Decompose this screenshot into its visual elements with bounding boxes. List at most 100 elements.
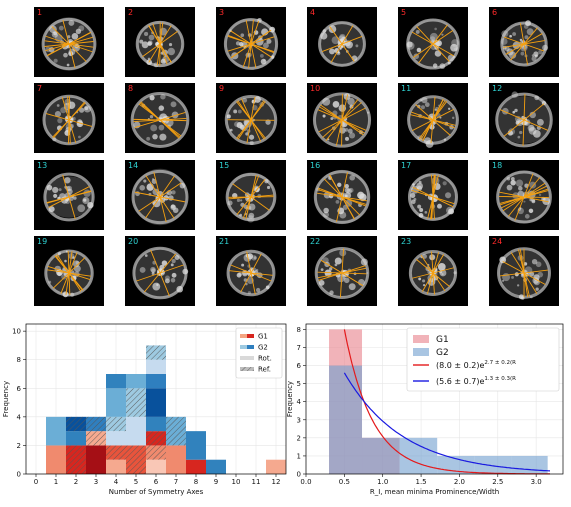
remnant-image: [223, 18, 279, 70]
histogram-bar-g2: [399, 437, 438, 474]
histogram-bar-segment: [106, 388, 126, 417]
remnant-image: [313, 169, 371, 225]
remnant-thumbnail: 3: [216, 7, 286, 77]
remnant-number-label: 22: [310, 237, 321, 246]
legend-swatch: [413, 348, 429, 356]
remnant-thumbnail: 24: [489, 236, 559, 306]
remnant-number-label: 18: [492, 161, 503, 170]
x-tick-label: 11: [252, 478, 261, 486]
remnant-thumbnail: 16: [307, 160, 377, 230]
plot-frame: [305, 323, 564, 475]
legend-label: Rot.: [258, 355, 272, 363]
remnant-thumbnail: 6: [489, 7, 559, 77]
histogram-bar-segment: [166, 445, 186, 474]
histogram-bar-segment: [186, 459, 206, 474]
remnant-thumbnail: 23: [398, 236, 468, 306]
symmetry-axis-line: [48, 186, 90, 208]
symmetry-axis-line: [522, 94, 526, 146]
symmetry-axis-line: [138, 182, 182, 212]
ref-hatch: [126, 388, 146, 417]
remnant-image: [406, 18, 460, 70]
remnant-image-grid: 1 2 3 4 5 6 7 8 9 10 11 12 13 14 15 16 17 18 19 20 21 22 23 24: [34, 7, 559, 306]
remnant-thumbnail: 8: [125, 83, 195, 153]
legend-swatch: [413, 335, 429, 343]
x-tick-label: 6: [154, 478, 159, 486]
symmetry-axis-line: [237, 100, 265, 140]
remnant-image: [41, 17, 97, 71]
y-tick-label: 0: [297, 471, 301, 479]
x-axis-label: Number of Symmetry Axes: [109, 488, 204, 496]
symmetry-axis-line: [47, 269, 91, 277]
remnant-number-label: 10: [310, 84, 321, 93]
histogram-bar-segment: [146, 388, 166, 417]
symmetry-axis-line: [316, 192, 368, 202]
remnant-number-label: 20: [128, 237, 139, 246]
histogram-bar-segment: [126, 374, 146, 389]
y-tick-label: 10: [12, 328, 21, 336]
remnant-number-label: 23: [401, 237, 412, 246]
y-tick-label: 3: [297, 416, 301, 424]
remnant-number-label: 2: [128, 8, 134, 17]
remnant-number-label: 1: [37, 8, 43, 17]
symmetry-axis-line: [62, 20, 76, 68]
y-tick-label: 8: [17, 356, 21, 364]
x-tick-label: 10: [232, 478, 241, 486]
remnant-thumbnail: 17: [398, 160, 468, 230]
x-tick-label: 0: [34, 478, 38, 486]
legend-box: [406, 327, 560, 392]
x-tick-label: 0.0: [300, 478, 311, 486]
remnant-image: [496, 170, 552, 224]
symmetry-axis-line: [430, 174, 436, 220]
symmetry-axis-line: [227, 35, 275, 53]
remnant-image: [130, 92, 190, 148]
legend-label: G1: [436, 335, 449, 345]
remnant-number-label: 16: [310, 161, 321, 170]
histogram-bar-segment: [66, 431, 86, 446]
remnant-thumbnail: 13: [34, 160, 104, 230]
symmetry-axis-line: [143, 253, 177, 293]
histogram-bar-segment: [266, 459, 286, 474]
remnant-number-label: 6: [492, 8, 498, 17]
remnant-image: [407, 95, 459, 148]
remnant-number-label: 17: [401, 161, 412, 170]
y-tick-label: 1: [297, 452, 301, 460]
remnant-number-label: 5: [401, 8, 407, 17]
y-tick-label: 6: [17, 385, 22, 393]
remnant-image: [408, 250, 458, 296]
remnant-image: [314, 247, 370, 299]
remnant-thumbnail: 18: [489, 160, 559, 230]
histogram-bar-segment: [206, 459, 226, 474]
legend-swatch: [240, 356, 254, 360]
x-tick-label: 2.5: [492, 478, 503, 486]
symmetry-axis-line: [329, 26, 355, 62]
remnant-image: [224, 95, 278, 146]
y-tick-label: 4: [17, 413, 22, 421]
x-tick-label: 3: [94, 478, 98, 486]
symmetry-axis-line: [52, 102, 86, 138]
remnant-thumbnail: 14: [125, 160, 195, 230]
histogram-bar-segment: [126, 416, 146, 446]
x-tick-label: 7: [174, 478, 178, 486]
remnant-image: [131, 168, 189, 226]
legend-label: G1: [258, 333, 268, 341]
symmetry-axis-line: [138, 103, 182, 137]
histogram-bar-segment: [146, 359, 166, 374]
remnant-thumbnail: 1: [34, 7, 104, 77]
remnant-number-label: 21: [219, 237, 230, 246]
remnant-image: [495, 91, 553, 148]
x-tick-label: 1.0: [377, 478, 388, 486]
remnant-number-label: 7: [37, 84, 43, 93]
remnant-image: [44, 249, 94, 298]
remnant-thumbnail: 12: [489, 83, 559, 153]
y-tick-label: 0: [17, 471, 21, 479]
ref-hatch: [66, 416, 86, 432]
y-tick-label: 5: [297, 380, 301, 388]
remnant-image: [500, 20, 549, 67]
symmetry-axis-line: [318, 107, 366, 133]
histogram-bar-g2: [329, 365, 363, 474]
histogram-bar-segment: [106, 459, 126, 474]
x-tick-label: 12: [272, 478, 281, 486]
x-tick-label: 4: [114, 478, 119, 486]
plot-frame: [25, 323, 287, 475]
y-tick-label: 8: [297, 326, 301, 334]
